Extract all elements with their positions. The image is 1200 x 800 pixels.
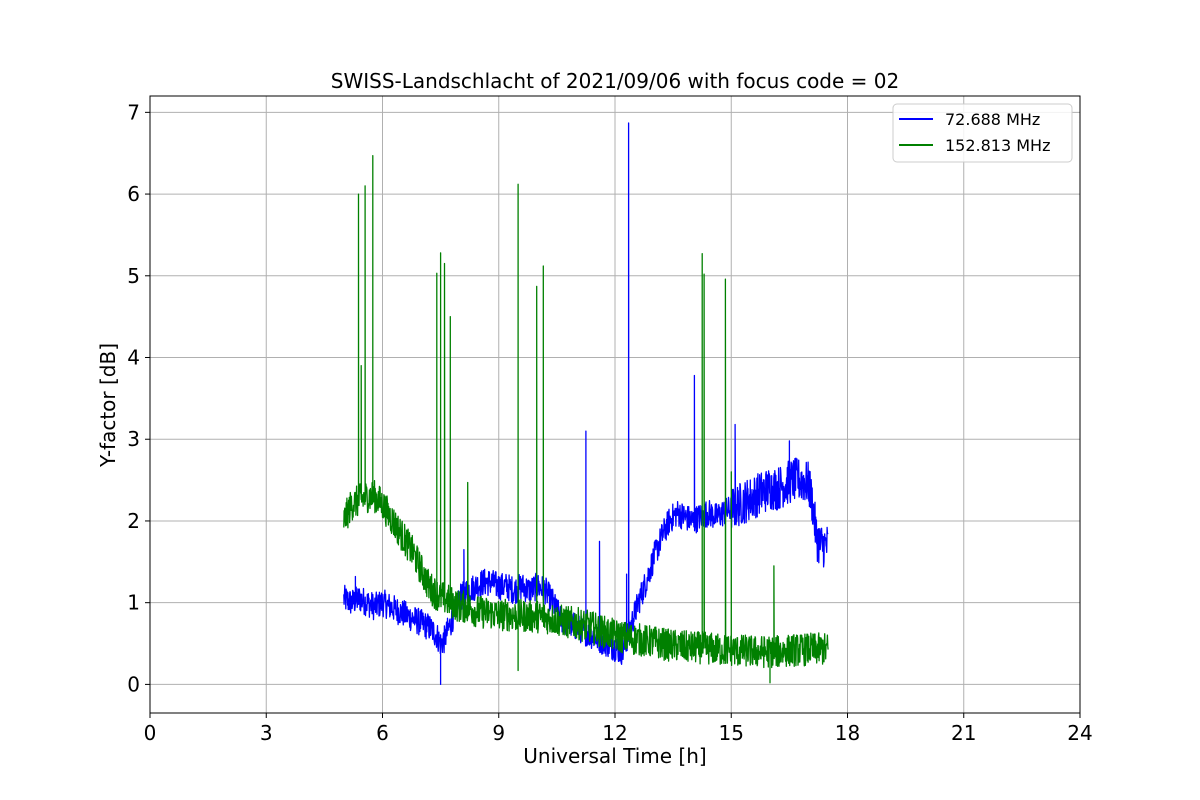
x-tick-label: 3 bbox=[260, 721, 273, 745]
y-tick-label: 2 bbox=[127, 509, 140, 533]
x-tick-label: 6 bbox=[376, 721, 389, 745]
grid bbox=[149, 96, 1081, 713]
y-tick-label: 3 bbox=[127, 427, 140, 451]
x-tick-label: 18 bbox=[835, 721, 860, 745]
y-tick-label: 6 bbox=[127, 182, 140, 206]
x-tick-label: 0 bbox=[144, 721, 157, 745]
legend: 72.688 MHz 152.813 MHz bbox=[892, 103, 1073, 163]
y-tick-label: 0 bbox=[127, 672, 140, 696]
x-tick-label: 21 bbox=[951, 721, 976, 745]
legend-label: 152.813 MHz bbox=[945, 136, 1050, 155]
series-layer bbox=[343, 122, 829, 686]
x-axis-label: Universal Time [h] bbox=[523, 744, 706, 768]
y-tick-label: 5 bbox=[127, 264, 140, 288]
y-tick-label: 4 bbox=[127, 346, 140, 370]
series-line bbox=[343, 122, 829, 686]
x-tick-label: 15 bbox=[719, 721, 744, 745]
legend-label: 72.688 MHz bbox=[945, 110, 1040, 129]
legend-box bbox=[892, 103, 1073, 163]
x-tick-label: 12 bbox=[602, 721, 627, 745]
y-tick-label: 7 bbox=[127, 100, 140, 124]
chart-title: SWISS-Landschlacht of 2021/09/06 with fo… bbox=[331, 69, 899, 93]
x-tick-label: 24 bbox=[1067, 721, 1092, 745]
y-tick-label: 1 bbox=[127, 591, 140, 615]
y-axis-label: Y-factor [dB] bbox=[96, 343, 120, 468]
x-tick-label: 9 bbox=[492, 721, 505, 745]
series-line bbox=[343, 155, 829, 684]
